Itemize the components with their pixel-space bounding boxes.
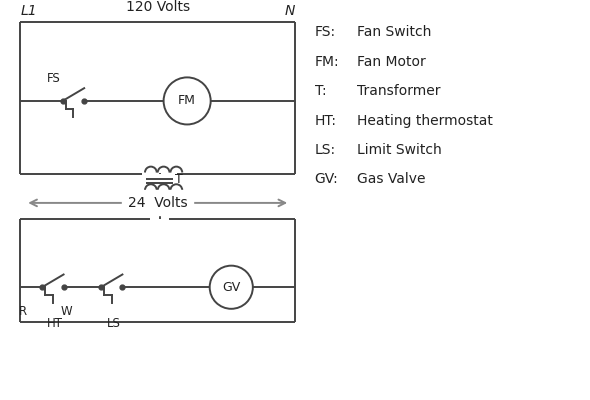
Text: FM: FM [178,94,196,108]
Text: Transformer: Transformer [357,84,440,98]
Text: HT: HT [47,317,63,330]
Text: LS:: LS: [314,143,336,157]
Text: FS: FS [47,72,61,85]
Text: GV: GV [222,281,240,294]
Text: Limit Switch: Limit Switch [357,143,441,157]
Text: Gas Valve: Gas Valve [357,172,425,186]
Text: R: R [19,305,28,318]
Text: Heating thermostat: Heating thermostat [357,114,493,128]
Text: Fan Switch: Fan Switch [357,25,431,39]
Text: W: W [61,305,73,318]
Text: T:: T: [314,84,326,98]
Text: HT:: HT: [314,114,337,128]
Text: FS:: FS: [314,25,336,39]
Text: T: T [175,173,183,186]
Text: N: N [284,4,295,18]
Text: L1: L1 [21,4,37,18]
Text: GV:: GV: [314,172,338,186]
Text: Fan Motor: Fan Motor [357,55,425,69]
Text: LS: LS [107,317,120,330]
Text: FM:: FM: [314,55,339,69]
Text: 120 Volts: 120 Volts [126,0,190,14]
Text: 24  Volts: 24 Volts [128,196,188,210]
